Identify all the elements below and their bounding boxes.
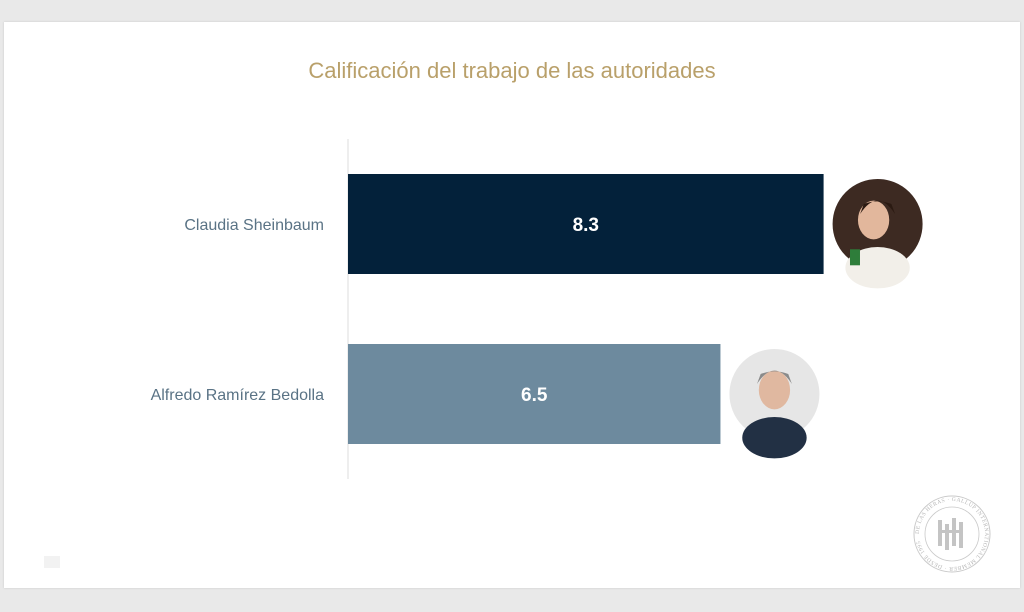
svg-text:DE LAS HERAS · GALLUP INTERNAT: DE LAS HERAS · GALLUP INTERNATIONAL MEMB… (915, 497, 989, 571)
bar (348, 344, 721, 444)
bar-value-label: 8.3 (573, 215, 599, 236)
woman-portrait-photo (830, 177, 925, 289)
category-label: Alfredo Ramírez Bedolla (151, 387, 325, 404)
man-portrait-photo (727, 347, 822, 459)
bar (348, 174, 824, 274)
category-label: Claudia Sheinbaum (184, 217, 324, 234)
bar-chart: 8.3 Claudia Sheinbaum 6.5 Alfredo Ramírez B… (151, 139, 925, 479)
chart-title: Calificación del trabajo de las autorida… (308, 58, 716, 83)
chart-slide: Calificación del trabajo de las autorida… (4, 22, 1020, 588)
gallup-seal-logo: DE LAS HERAS · GALLUP INTERNATIONAL MEMB… (913, 495, 991, 573)
bar-value-label: 6.5 (521, 385, 548, 406)
corner-mark (44, 556, 60, 568)
